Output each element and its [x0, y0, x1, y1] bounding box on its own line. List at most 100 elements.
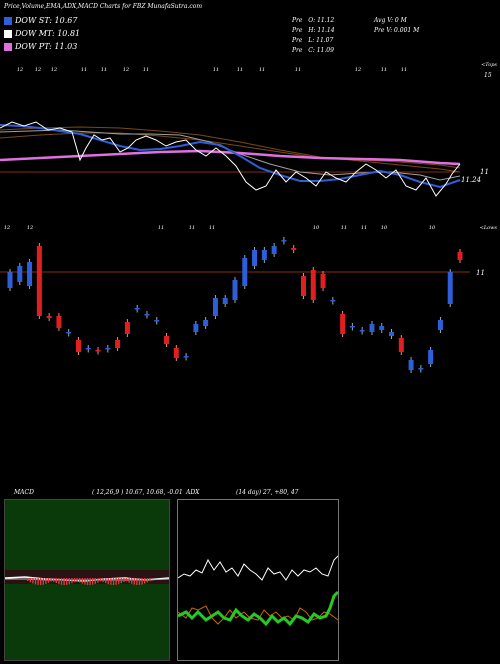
macd-histogram-bar — [128, 578, 130, 583]
candle-body — [379, 326, 385, 330]
tops-value: 15 — [484, 72, 492, 79]
top-tick-label: 11 — [143, 67, 149, 73]
candle-body — [222, 298, 228, 304]
candle-body — [261, 250, 267, 260]
macd-histogram-bar — [68, 578, 70, 585]
bottom-tick-label: 11 — [189, 225, 195, 231]
macd-histogram-bar — [37, 578, 39, 585]
stat-low: Pre L: 11.07 — [292, 37, 334, 44]
macd-histogram-bar — [81, 578, 83, 584]
adx-label: ADX — [186, 489, 200, 496]
stat-high: Pre H: 11.14 — [292, 27, 335, 34]
candle-body — [330, 300, 336, 302]
macd-histogram-bar — [50, 578, 52, 582]
macd-histogram-bar — [71, 578, 73, 584]
chart-title: Price,Volume,EMA,ADX,MACD Charts for FBZ… — [4, 3, 203, 10]
candle-body — [56, 316, 62, 328]
macd-histogram-bar — [63, 578, 65, 585]
macd-histogram-bar — [115, 578, 117, 585]
macd-histogram-bar — [105, 578, 107, 584]
macd-histogram-bar — [79, 578, 81, 583]
top-tick-label: 11 — [259, 67, 265, 73]
legend-dow-mt: DOW MT: 10.81 — [4, 29, 80, 38]
legend-dow-pt: DOW PT: 11.03 — [4, 42, 77, 51]
candle-body — [300, 276, 306, 296]
legend-swatch-icon — [4, 42, 12, 51]
legend-dow-st: DOW ST: 10.67 — [4, 16, 77, 25]
candle-body — [105, 348, 111, 350]
macd-histogram-bar — [94, 578, 96, 584]
candle-body — [359, 330, 365, 332]
candle-body — [340, 314, 346, 334]
macd-histogram-bar — [138, 578, 141, 585]
top-tick-label: 12 — [355, 67, 361, 73]
macd-histogram-bar — [29, 578, 31, 583]
macd-histogram-bar — [133, 578, 135, 585]
macd-histogram-bar — [118, 578, 120, 585]
macd-histogram-bar — [141, 578, 143, 585]
price-chart: 12 12 12 11 11 12 11 11 11 11 11 12 11 11 <Tops 15 11… — [0, 62, 497, 373]
macd-histogram-bar — [73, 578, 76, 583]
macd-histogram-bar — [146, 578, 148, 583]
candle-body — [408, 360, 414, 370]
macd-histogram-bar — [131, 578, 133, 584]
macd-histogram-bar — [97, 578, 99, 583]
macd-panel — [4, 499, 170, 661]
adx-panel — [177, 499, 340, 661]
adx-plus-di-line — [177, 590, 340, 627]
candle-body — [428, 350, 434, 364]
macd-histogram-bar — [42, 578, 44, 585]
candle-body — [193, 324, 199, 332]
candle-body — [173, 348, 179, 358]
candle-body — [320, 274, 326, 288]
top-tick-label: 12 — [35, 67, 41, 73]
top-tick-label: 11 — [237, 67, 243, 73]
bottom-tick-label: 11 — [158, 225, 164, 231]
bottom-tick-label: 11 — [209, 225, 215, 231]
adx-plot — [177, 555, 340, 627]
candle-body — [144, 314, 150, 316]
candle-body — [398, 338, 404, 352]
candle-body — [389, 332, 395, 336]
macd-histogram-bar — [86, 578, 89, 585]
macd-histogram-bar — [40, 578, 42, 585]
ema-band-line-2 — [0, 126, 461, 173]
macd-label: MACD — [14, 489, 34, 496]
top-tick-label: 11 — [381, 67, 387, 73]
top-tick-label: 11 — [81, 67, 87, 73]
candle-body — [349, 326, 355, 328]
macd-histogram-bar — [112, 578, 115, 585]
ema-left-value: 11.24 — [461, 176, 481, 184]
stat-pre-volume: Pre V: 0.001 M — [374, 27, 420, 34]
macd-histogram-bar — [53, 578, 55, 582]
candle-body — [457, 252, 463, 260]
macd-params: ( 12,26,9 ) 10.67, 10.68, -0.01 — [92, 489, 183, 496]
candle-body — [7, 272, 13, 288]
candle-body — [242, 258, 248, 286]
top-tick-label: 12 — [123, 67, 129, 73]
candle-body — [310, 270, 316, 300]
candle-body — [437, 320, 443, 330]
candle-body — [271, 246, 277, 254]
macd-histogram-bar — [84, 578, 86, 585]
macd-histogram-bar — [32, 578, 34, 584]
bottom-tick-label: 10 — [381, 225, 388, 231]
macd-histogram-bar — [58, 578, 60, 585]
macd-histogram-bar — [89, 578, 91, 585]
macd-histogram-bar — [34, 578, 37, 585]
candle-body — [134, 308, 140, 310]
macd-histogram-bar — [125, 578, 128, 582]
macd-plot — [4, 570, 170, 585]
candle-body — [124, 322, 130, 334]
macd-histogram-bar — [60, 578, 63, 585]
macd-histogram-bar — [102, 578, 104, 582]
price-close-line — [0, 121, 461, 197]
candle-body — [27, 262, 33, 286]
top-tick-label: 11 — [401, 67, 407, 73]
candle-body — [115, 340, 121, 348]
macd-histogram-bar — [136, 578, 138, 585]
bottom-tick-label: 12 — [27, 225, 33, 231]
macd-histogram-bar — [144, 578, 146, 584]
candle-body — [212, 298, 218, 316]
tops-label: <Tops — [481, 62, 497, 68]
